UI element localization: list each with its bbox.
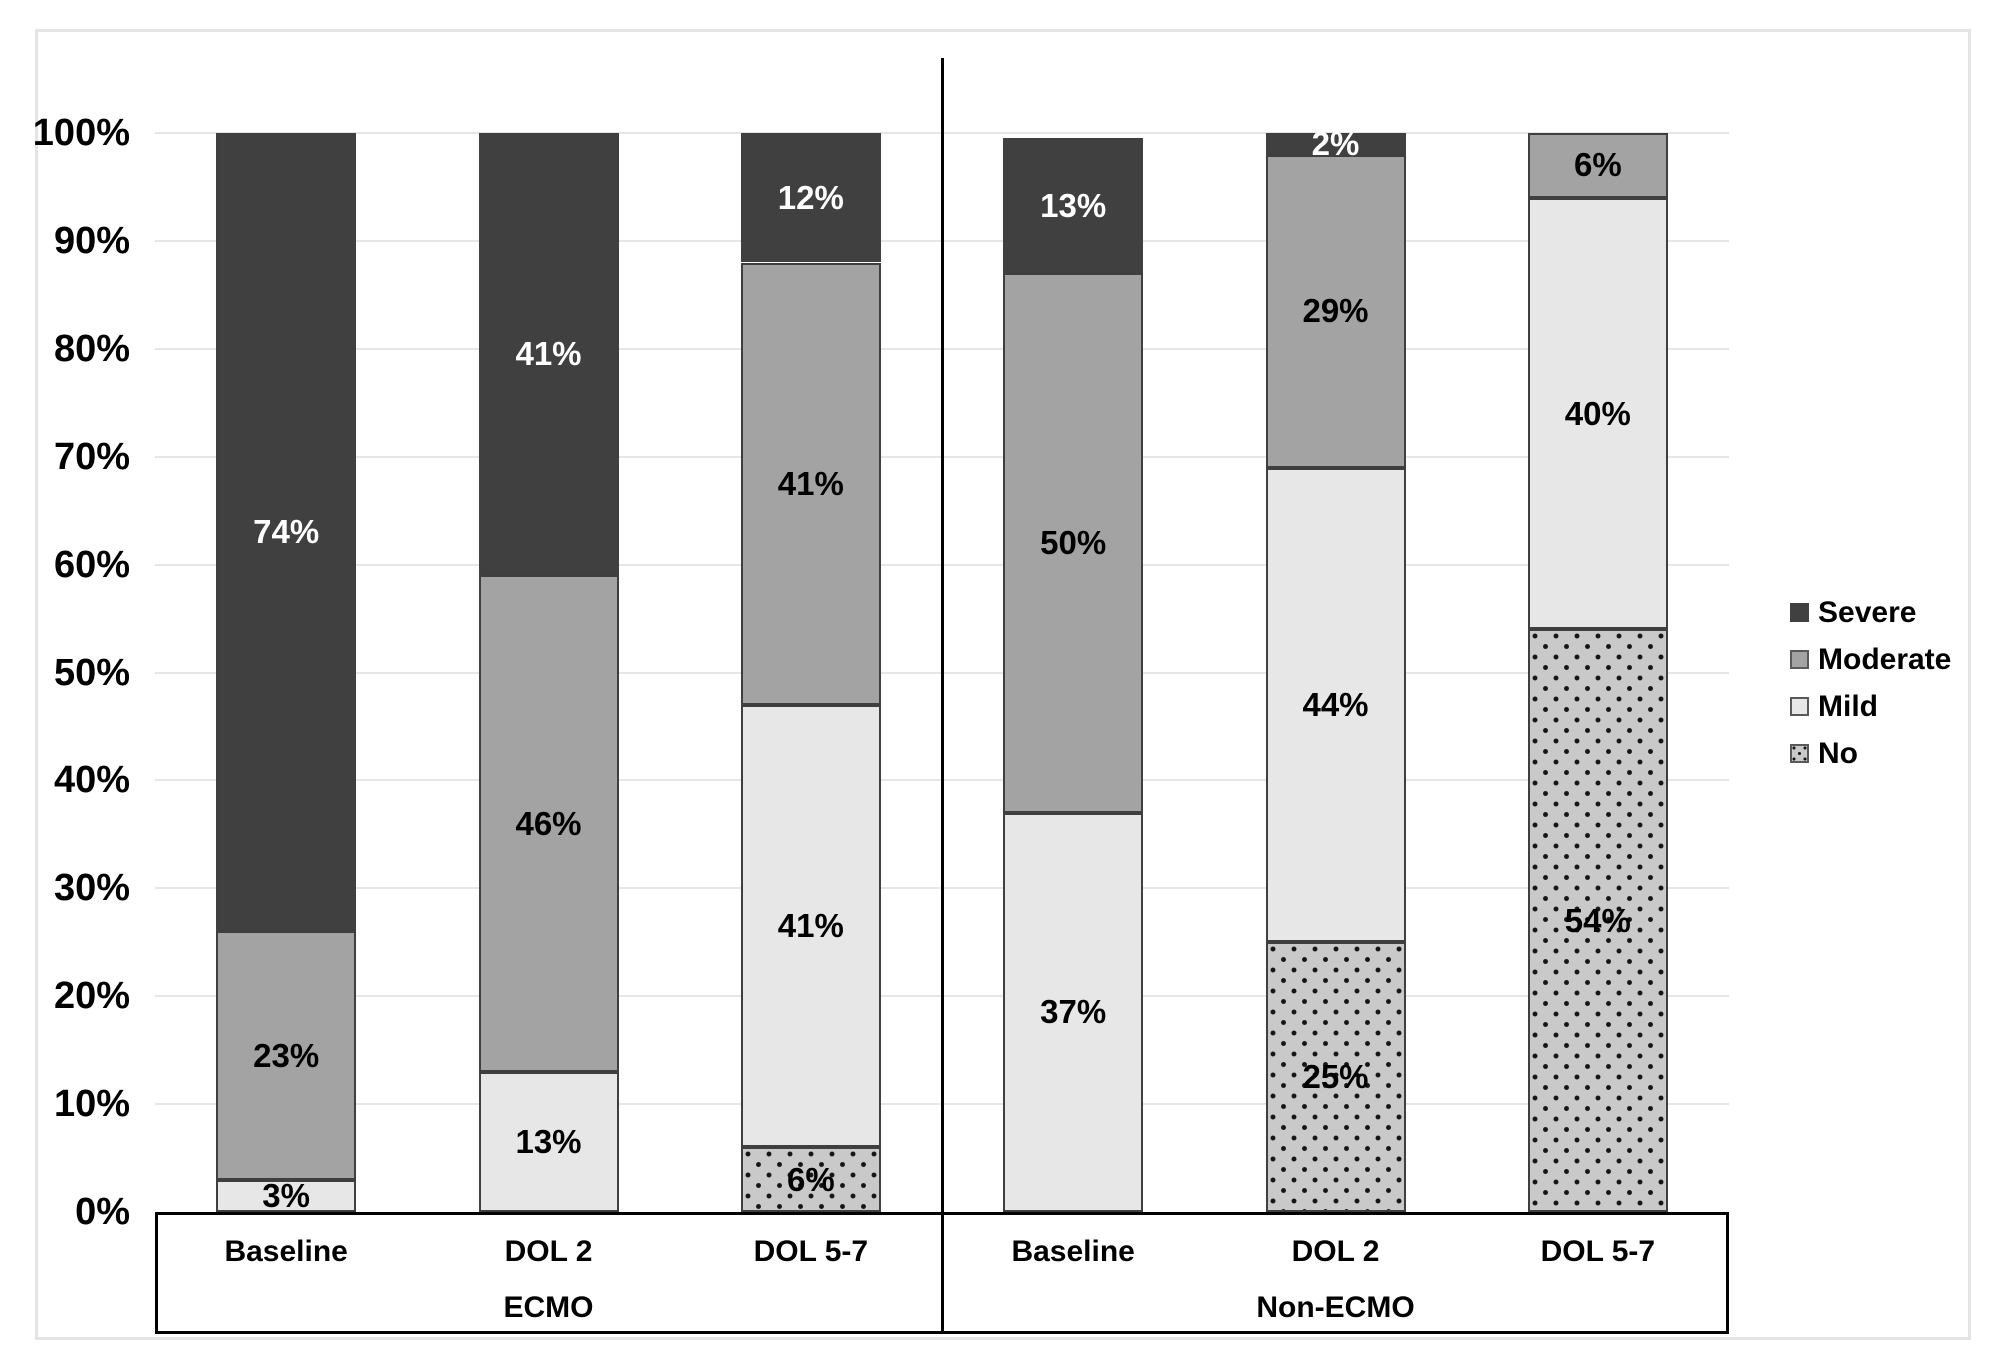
segment-label: 23% bbox=[253, 1036, 320, 1074]
y-axis-tick-label: 100% bbox=[32, 112, 130, 154]
segment-label: 41% bbox=[777, 464, 844, 502]
segment-label: 6% bbox=[786, 1160, 835, 1198]
bar-non-ecmo-dol-5-7: 54% 40% 6% bbox=[1527, 133, 1668, 1212]
segment-moderate bbox=[740, 262, 881, 705]
legend-swatch-severe-icon bbox=[1790, 603, 1809, 622]
segment-mild bbox=[1527, 197, 1668, 630]
segment-label: 13% bbox=[515, 1122, 582, 1160]
segment-mild bbox=[478, 1071, 619, 1212]
category-label: DOL 2 bbox=[504, 1235, 593, 1268]
group-label-non-ecmo: Non-ECMO bbox=[1256, 1291, 1415, 1324]
segment-moderate bbox=[216, 931, 357, 1180]
bar-ecmo-dol-5-7: 6% 41% 41% 12% bbox=[740, 133, 881, 1212]
segment-mild bbox=[1003, 812, 1144, 1212]
segment-no bbox=[740, 1147, 881, 1212]
segment-mild bbox=[216, 1179, 357, 1212]
category-label: Baseline bbox=[224, 1235, 348, 1268]
y-axis-tick-label: 30% bbox=[53, 867, 130, 910]
category-axis-box bbox=[155, 1212, 1729, 1334]
segment-label: 37% bbox=[1040, 993, 1107, 1031]
category-label: DOL 2 bbox=[1291, 1235, 1380, 1268]
legend-label: Severe bbox=[1818, 595, 1917, 629]
segment-label: 50% bbox=[1040, 524, 1107, 562]
segment-label: 74% bbox=[253, 513, 320, 551]
legend-swatch-no-icon bbox=[1790, 744, 1809, 763]
category-label: DOL 5-7 bbox=[1540, 1235, 1656, 1268]
legend-label: No bbox=[1818, 736, 1858, 770]
legend-label: Mild bbox=[1818, 689, 1878, 723]
legend-item-mild: Mild bbox=[1790, 683, 1951, 730]
legend-item-severe: Severe bbox=[1790, 589, 1951, 636]
segment-no bbox=[1265, 942, 1406, 1212]
segment-no bbox=[1527, 629, 1668, 1212]
y-axis-tick-label: 60% bbox=[53, 543, 130, 586]
bar-ecmo-baseline: 3% 23% 74% bbox=[216, 133, 357, 1214]
group-divider-line bbox=[940, 58, 944, 1334]
segment-label: 2% bbox=[1311, 124, 1360, 162]
segment-label: 25% bbox=[1302, 1058, 1369, 1096]
plot-area: 3% 23% 74% 13% 46% 41% 6% 41% 41% 12% 37% 50% 13% 25%… bbox=[155, 126, 1729, 1214]
segment-label: 46% bbox=[515, 804, 582, 842]
legend-label: Moderate bbox=[1818, 642, 1952, 676]
legend-swatch-moderate-icon bbox=[1790, 650, 1809, 669]
segment-label: 13% bbox=[1040, 186, 1107, 224]
segment-moderate bbox=[1265, 154, 1406, 468]
group-label-ecmo: ECMO bbox=[503, 1291, 594, 1324]
segment-mild bbox=[1265, 467, 1406, 943]
chart-frame bbox=[35, 29, 1971, 1340]
segment-label: 41% bbox=[515, 335, 582, 373]
y-axis-tick-label: 70% bbox=[53, 435, 130, 478]
segment-mild bbox=[740, 704, 881, 1148]
segment-moderate bbox=[478, 575, 619, 1072]
category-label: DOL 5-7 bbox=[753, 1235, 869, 1268]
category-label: Baseline bbox=[1011, 1235, 1135, 1268]
bar-non-ecmo-baseline: 37% 50% 13% bbox=[1003, 133, 1144, 1212]
segment-label: 54% bbox=[1564, 901, 1631, 939]
segment-label: 44% bbox=[1302, 685, 1369, 723]
segment-label: 3% bbox=[262, 1176, 311, 1214]
legend: Severe Moderate Mild No bbox=[1790, 589, 1951, 777]
segment-severe bbox=[216, 133, 357, 932]
segment-label: 12% bbox=[777, 178, 844, 216]
segment-label: 29% bbox=[1302, 292, 1369, 330]
legend-item-moderate: Moderate bbox=[1790, 636, 1951, 683]
y-axis-tick-label: 50% bbox=[53, 651, 130, 694]
segment-label: 40% bbox=[1564, 394, 1631, 432]
segment-severe bbox=[1265, 133, 1406, 155]
legend-item-no: No bbox=[1790, 730, 1951, 777]
segment-severe bbox=[740, 133, 881, 263]
segment-label: 6% bbox=[1573, 146, 1622, 184]
y-axis-tick-label: 40% bbox=[53, 759, 130, 802]
y-axis-tick-label: 10% bbox=[53, 1083, 130, 1126]
segment-moderate bbox=[1527, 133, 1668, 198]
y-axis-tick-label: 90% bbox=[53, 219, 130, 262]
segment-label: 41% bbox=[777, 907, 844, 945]
bar-ecmo-dol-2: 13% 46% 41% bbox=[478, 133, 619, 1212]
segment-moderate bbox=[1003, 273, 1144, 813]
segment-severe bbox=[1003, 138, 1144, 274]
y-axis-tick-label: 80% bbox=[53, 327, 130, 370]
legend-swatch-mild-icon bbox=[1790, 697, 1809, 716]
segment-severe bbox=[478, 133, 619, 576]
bar-non-ecmo-dol-2: 25% 44% 29% 2% bbox=[1265, 126, 1406, 1212]
y-axis-tick-label: 0% bbox=[75, 1191, 130, 1233]
y-axis-tick-label: 20% bbox=[53, 975, 130, 1018]
